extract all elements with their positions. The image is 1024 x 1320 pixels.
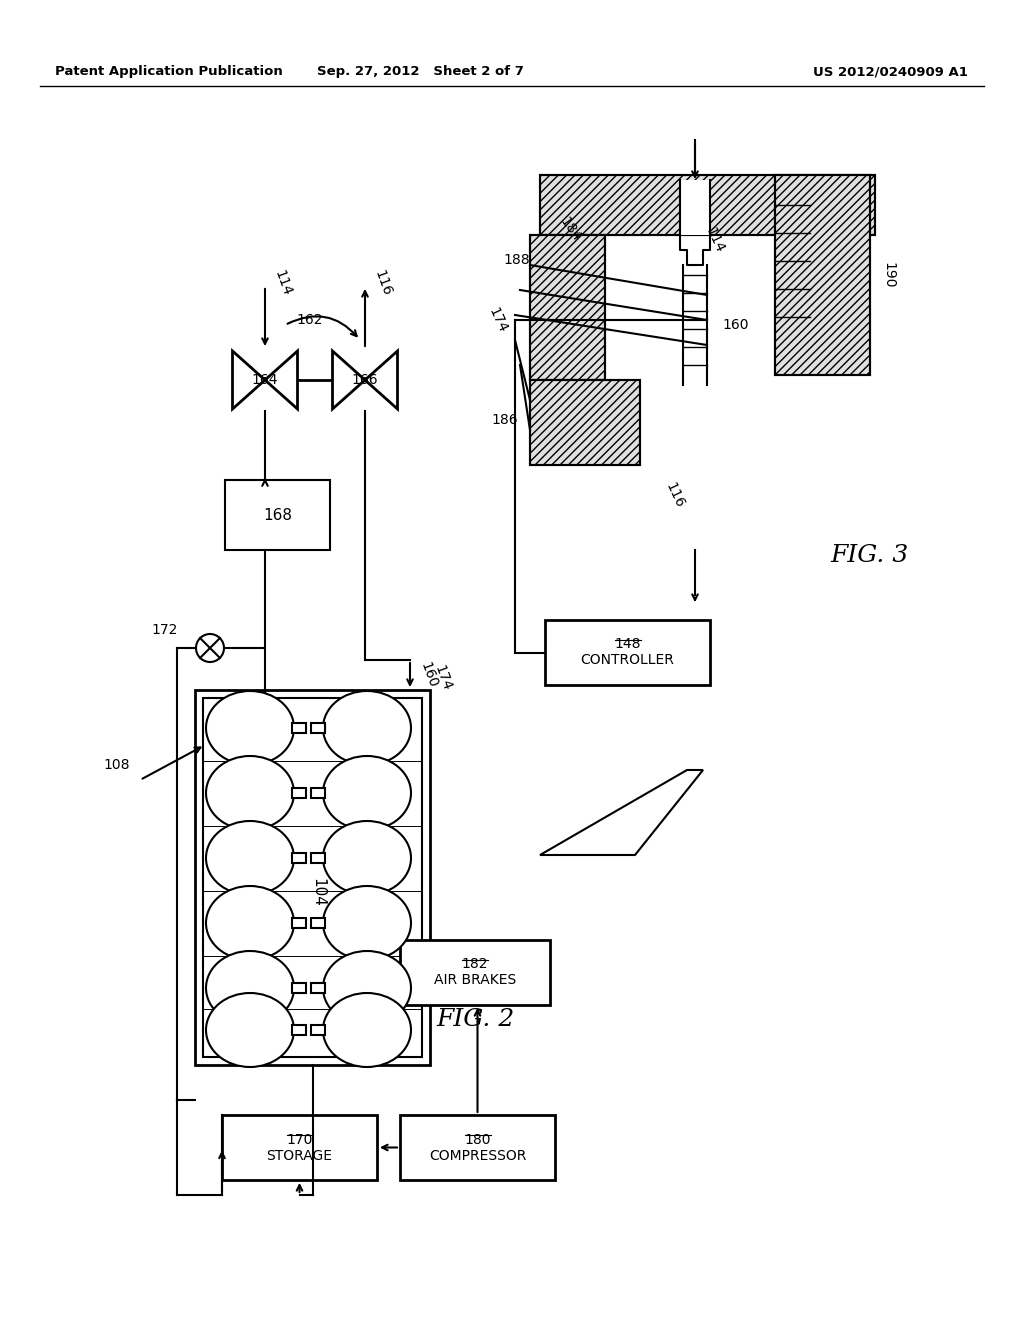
Text: 160: 160 bbox=[418, 660, 440, 690]
Text: 188: 188 bbox=[504, 253, 530, 267]
Bar bbox=[530, 380, 640, 465]
Bar bbox=[311, 983, 325, 993]
Text: FIG. 2: FIG. 2 bbox=[436, 1008, 514, 1031]
Bar bbox=[311, 788, 325, 799]
Text: Sep. 27, 2012   Sheet 2 of 7: Sep. 27, 2012 Sheet 2 of 7 bbox=[316, 66, 523, 78]
Text: 108: 108 bbox=[103, 758, 130, 772]
Text: FIG. 3: FIG. 3 bbox=[830, 544, 909, 566]
Bar bbox=[311, 853, 325, 863]
Text: 104: 104 bbox=[310, 878, 325, 907]
Text: 116: 116 bbox=[372, 268, 394, 298]
Text: US 2012/0240909 A1: US 2012/0240909 A1 bbox=[813, 66, 968, 78]
Bar bbox=[775, 176, 870, 375]
Text: 190: 190 bbox=[881, 261, 895, 288]
Text: 166: 166 bbox=[351, 374, 378, 387]
Ellipse shape bbox=[323, 886, 411, 960]
Bar bbox=[292, 917, 306, 928]
Text: 114: 114 bbox=[272, 268, 294, 298]
Text: 160: 160 bbox=[722, 318, 749, 333]
Bar bbox=[540, 176, 874, 235]
Text: 162: 162 bbox=[297, 313, 324, 327]
Ellipse shape bbox=[323, 690, 411, 766]
Bar bbox=[311, 723, 325, 733]
Ellipse shape bbox=[206, 756, 294, 830]
Bar bbox=[225, 480, 330, 550]
Text: CONTROLLER: CONTROLLER bbox=[581, 653, 675, 668]
Text: STORAGE: STORAGE bbox=[266, 1148, 333, 1163]
Ellipse shape bbox=[323, 950, 411, 1026]
Text: 148: 148 bbox=[614, 638, 641, 652]
Text: 172: 172 bbox=[152, 623, 178, 638]
Bar bbox=[292, 723, 306, 733]
Text: 186: 186 bbox=[492, 413, 518, 426]
Bar bbox=[292, 788, 306, 799]
Text: 170: 170 bbox=[287, 1133, 312, 1147]
Ellipse shape bbox=[323, 756, 411, 830]
Bar bbox=[311, 1026, 325, 1035]
Text: 182: 182 bbox=[462, 957, 488, 972]
Bar bbox=[292, 853, 306, 863]
Text: COMPRESSOR: COMPRESSOR bbox=[429, 1148, 526, 1163]
Bar bbox=[311, 917, 325, 928]
Bar bbox=[195, 690, 430, 1065]
Polygon shape bbox=[265, 351, 298, 409]
Polygon shape bbox=[333, 351, 365, 409]
Bar bbox=[400, 1115, 555, 1180]
Bar bbox=[292, 983, 306, 993]
Bar bbox=[545, 620, 710, 685]
Text: 184: 184 bbox=[557, 215, 584, 246]
Text: 164: 164 bbox=[252, 374, 279, 387]
Text: 174: 174 bbox=[486, 305, 510, 335]
Ellipse shape bbox=[323, 993, 411, 1067]
Ellipse shape bbox=[206, 993, 294, 1067]
Text: Patent Application Publication: Patent Application Publication bbox=[55, 66, 283, 78]
Ellipse shape bbox=[206, 821, 294, 895]
Ellipse shape bbox=[206, 690, 294, 766]
Bar bbox=[530, 235, 605, 380]
Polygon shape bbox=[365, 351, 397, 409]
Ellipse shape bbox=[323, 821, 411, 895]
Text: AIR BRAKES: AIR BRAKES bbox=[434, 974, 516, 987]
Polygon shape bbox=[540, 770, 703, 855]
Bar bbox=[680, 180, 710, 235]
Bar bbox=[530, 235, 605, 380]
Text: 180: 180 bbox=[464, 1133, 490, 1147]
Bar bbox=[203, 698, 422, 1057]
Polygon shape bbox=[232, 351, 265, 409]
Circle shape bbox=[196, 634, 224, 663]
Ellipse shape bbox=[206, 950, 294, 1026]
Bar bbox=[540, 176, 874, 235]
Text: 168: 168 bbox=[263, 507, 292, 523]
Ellipse shape bbox=[206, 886, 294, 960]
Text: 116: 116 bbox=[663, 480, 687, 510]
Text: 174: 174 bbox=[432, 663, 455, 693]
Bar bbox=[530, 380, 640, 465]
Bar bbox=[400, 940, 550, 1005]
Bar bbox=[222, 1115, 377, 1180]
Bar bbox=[292, 1026, 306, 1035]
Bar bbox=[775, 176, 870, 375]
Text: 114: 114 bbox=[703, 224, 727, 255]
